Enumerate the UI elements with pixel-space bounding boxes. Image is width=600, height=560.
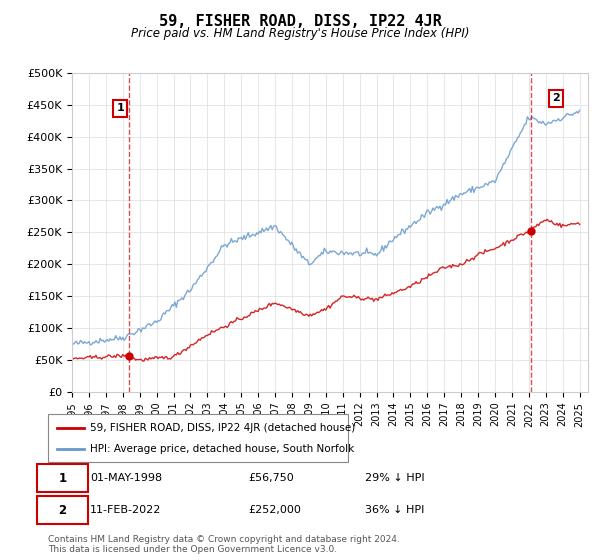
Text: 59, FISHER ROAD, DISS, IP22 4JR: 59, FISHER ROAD, DISS, IP22 4JR [158, 14, 442, 29]
Text: 11-FEB-2022: 11-FEB-2022 [90, 505, 161, 515]
Text: 1: 1 [58, 472, 67, 484]
FancyBboxPatch shape [48, 414, 348, 462]
Text: £56,750: £56,750 [248, 473, 295, 483]
Text: 1: 1 [116, 103, 124, 113]
Text: 01-MAY-1998: 01-MAY-1998 [90, 473, 163, 483]
Text: £252,000: £252,000 [248, 505, 302, 515]
Text: 2: 2 [553, 94, 560, 104]
FancyBboxPatch shape [37, 496, 88, 525]
Text: Contains HM Land Registry data © Crown copyright and database right 2024.
This d: Contains HM Land Registry data © Crown c… [48, 535, 400, 554]
Text: Price paid vs. HM Land Registry's House Price Index (HPI): Price paid vs. HM Land Registry's House … [131, 27, 469, 40]
Text: 29% ↓ HPI: 29% ↓ HPI [365, 473, 424, 483]
Text: HPI: Average price, detached house, South Norfolk: HPI: Average price, detached house, Sout… [90, 444, 354, 454]
Text: 59, FISHER ROAD, DISS, IP22 4JR (detached house): 59, FISHER ROAD, DISS, IP22 4JR (detache… [90, 423, 355, 433]
FancyBboxPatch shape [37, 464, 88, 492]
Text: 2: 2 [58, 504, 67, 517]
Text: 36% ↓ HPI: 36% ↓ HPI [365, 505, 424, 515]
